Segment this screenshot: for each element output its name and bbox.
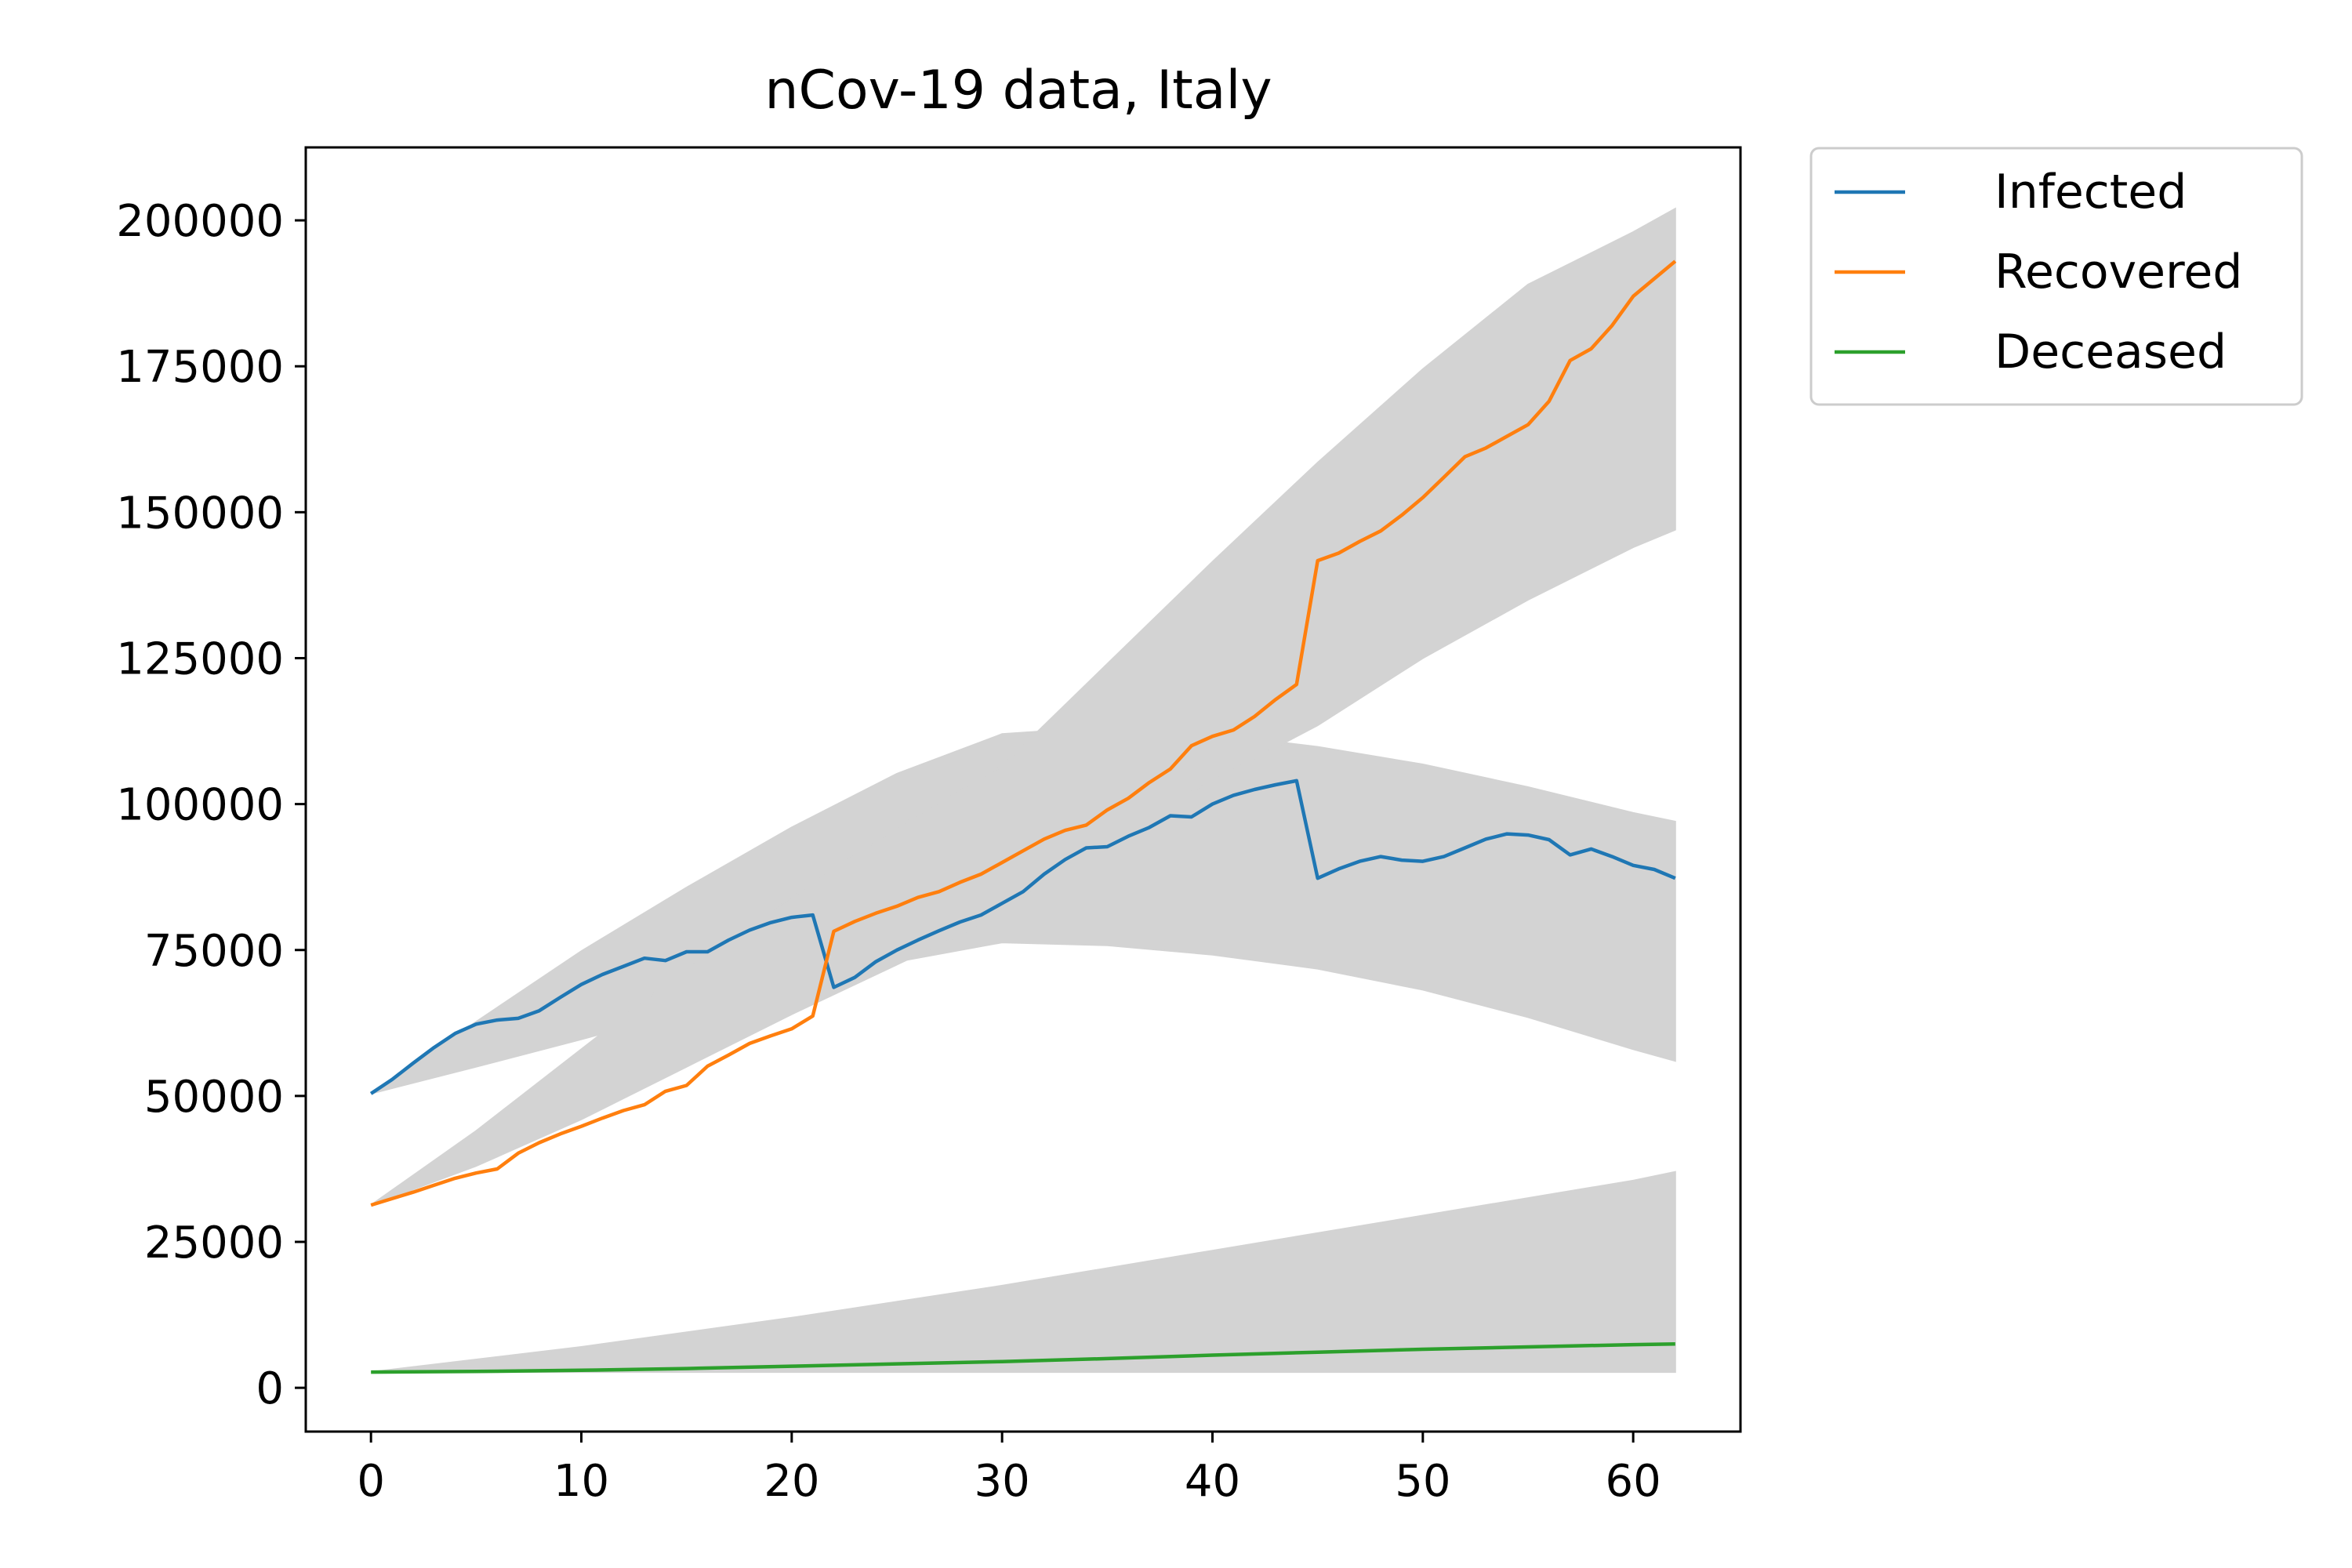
chart-title: nCov-19 data, Italy [764, 60, 1272, 122]
x-tick-label: 20 [764, 1456, 819, 1507]
y-tick-label: 50000 [144, 1072, 284, 1123]
y-tick-label: 0 [256, 1363, 284, 1414]
y-tick-label: 100000 [116, 780, 284, 831]
legend-label-infected: Infected [1994, 165, 2187, 220]
y-axis: 0 25000 50000 75000 100000 125000 150000 175000… [116, 196, 306, 1414]
plot-frame [304, 146, 1742, 1433]
legend-label-recovered: Recovered [1994, 245, 2242, 299]
series-line-deceased [371, 1342, 1675, 1374]
x-tick-label: 0 [357, 1456, 385, 1507]
series-line-recovered [370, 260, 1677, 1207]
x-tick-label: 40 [1185, 1456, 1240, 1507]
y-tick-label: 175000 [116, 342, 284, 393]
y-tick-label: 150000 [116, 488, 284, 539]
series-line-infected [369, 779, 1676, 1095]
legend: Infected Recovered Deceased [1809, 147, 2303, 406]
x-tick-label: 10 [554, 1456, 609, 1507]
band-deceased [371, 1171, 1676, 1374]
band-recovered [370, 207, 1676, 1207]
data-series [369, 260, 1677, 1374]
x-tick-label: 30 [975, 1456, 1030, 1507]
y-tick-label: 75000 [144, 926, 284, 977]
x-tick-label: 60 [1606, 1456, 1661, 1507]
legend-box [1809, 147, 2303, 406]
uncertainty-bands [370, 207, 1676, 1374]
y-tick-label: 200000 [116, 196, 284, 247]
y-tick-label: 25000 [144, 1218, 284, 1269]
legend-label-deceased: Deceased [1994, 325, 2227, 379]
x-axis: 0 10 20 30 40 50 60 [357, 1432, 1661, 1507]
x-tick-label: 50 [1395, 1456, 1450, 1507]
y-tick-label: 125000 [116, 633, 284, 684]
